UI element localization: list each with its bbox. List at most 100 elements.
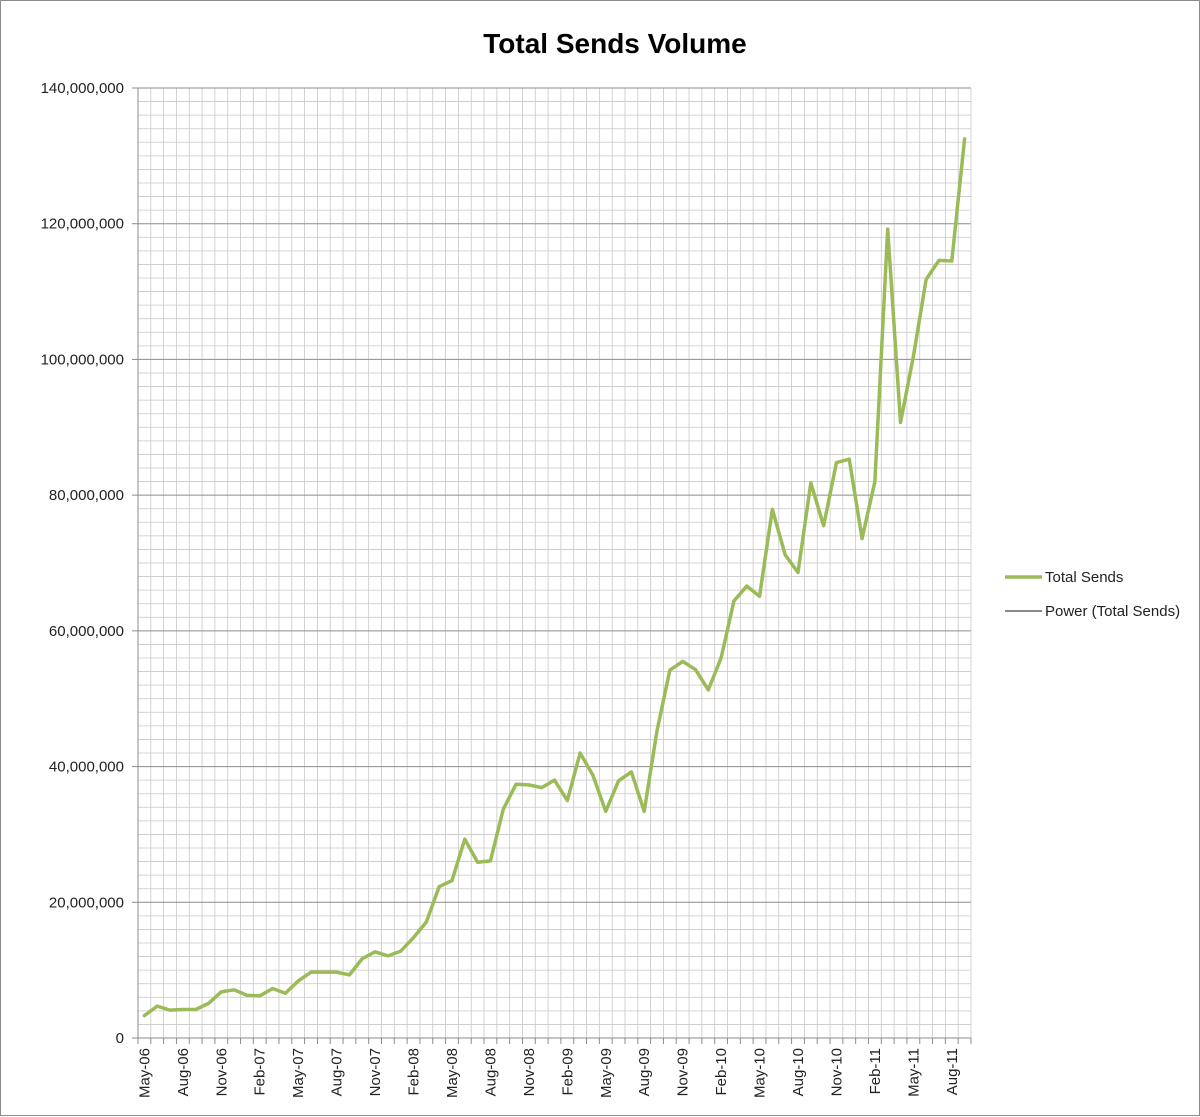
legend-label: Power (Total Sends) [1045,603,1180,620]
x-tick-label: May-08 [444,1048,461,1098]
data-point [335,970,339,974]
data-point [181,1008,185,1011]
data-point [873,480,877,484]
x-tick-label: Feb-09 [559,1048,576,1096]
data-point [386,954,390,958]
x-tick-label: Feb-08 [406,1048,423,1096]
x-axis-tick-labels: May-06 Aug-06 Nov-06 Feb-07 May-07 Aug-07 Nov-… [136,1048,960,1098]
data-point [629,770,633,774]
data-point [706,688,710,692]
x-tick-label: Nov-08 [521,1048,538,1096]
y-tick-label: 80,000,000 [49,487,124,504]
data-point [796,571,800,574]
data-point [655,729,659,733]
data-point [899,421,903,425]
data-point [283,991,287,995]
data-point [437,885,441,889]
data-point [604,809,608,813]
data-point [783,553,787,557]
grid-lines [138,87,972,1038]
legend: Total Sends Power (Total Sends) [1005,569,1180,620]
data-point [822,524,826,528]
legend-label: Total Sends [1045,569,1123,586]
data-point [668,668,672,672]
data-point [514,782,518,786]
data-point [412,936,416,940]
x-tick-label: Nov-07 [367,1048,384,1096]
x-tick-label: Nov-10 [828,1048,845,1096]
x-tick-label: May-07 [290,1048,307,1098]
chart-title: Total Sends Volume [483,28,746,59]
data-point [963,137,967,141]
data-point [732,599,736,603]
data-point [642,809,646,813]
data-point [745,584,749,588]
y-tick-label: 40,000,000 [49,759,124,776]
x-tick-label: Feb-07 [252,1048,269,1096]
axes [132,87,972,1044]
y-tick-label: 100,000,000 [41,351,124,368]
data-point [565,799,569,802]
y-tick-label: 60,000,000 [49,623,124,640]
x-tick-label: Aug-07 [329,1048,346,1096]
data-point [219,990,223,994]
y-tick-label: 20,000,000 [49,894,124,911]
x-tick-label: Aug-10 [790,1048,807,1096]
x-tick-label: May-09 [598,1048,615,1098]
data-point [834,461,838,465]
data-point [463,837,467,841]
data-point [937,258,941,262]
x-tick-label: Feb-11 [867,1048,884,1094]
data-point [450,879,454,883]
data-point [245,993,249,997]
data-point [206,1001,210,1005]
y-axis-tick-labels: 0 20,000,000 40,000,000 60,000,000 80,000,00… [41,80,124,1047]
data-point [258,994,262,998]
data-point [770,507,774,511]
data-point [424,920,428,924]
data-point [758,594,762,598]
data-point [527,783,531,787]
data-point [591,773,595,777]
x-tick-label: May-11 [905,1048,922,1097]
data-point [578,751,582,755]
x-tick-label: Nov-09 [675,1048,692,1096]
data-point [488,859,492,863]
data-point [719,656,723,660]
data-point [617,779,621,783]
data-point [809,481,813,485]
data-point [847,457,851,461]
data-point [501,807,505,811]
data-point [347,973,351,977]
series-layer [142,137,967,1018]
data-point [950,259,954,263]
data-point [360,957,364,961]
data-point [194,1008,198,1011]
data-point [540,786,544,790]
x-tick-label: Aug-09 [636,1048,653,1096]
y-tick-label: 140,000,000 [41,80,124,97]
x-tick-label: Feb-10 [713,1048,730,1096]
data-point [271,986,275,990]
y-tick-label: 0 [116,1030,124,1047]
data-point [693,668,697,672]
data-point [399,949,403,953]
x-tick-label: Aug-08 [482,1048,499,1096]
x-tick-label: Nov-06 [213,1048,230,1096]
data-point [142,1014,146,1018]
data-point [681,659,685,663]
data-point [476,860,480,864]
data-point [296,979,300,983]
data-point [232,988,236,992]
data-point [886,227,890,231]
data-point [860,537,864,541]
x-tick-label: Aug-06 [175,1048,192,1096]
data-point [155,1004,159,1008]
data-point [553,778,556,782]
x-tick-label: Aug-11 [944,1048,961,1095]
y-tick-label: 120,000,000 [41,216,124,233]
data-point [373,950,377,954]
data-point [322,970,326,974]
